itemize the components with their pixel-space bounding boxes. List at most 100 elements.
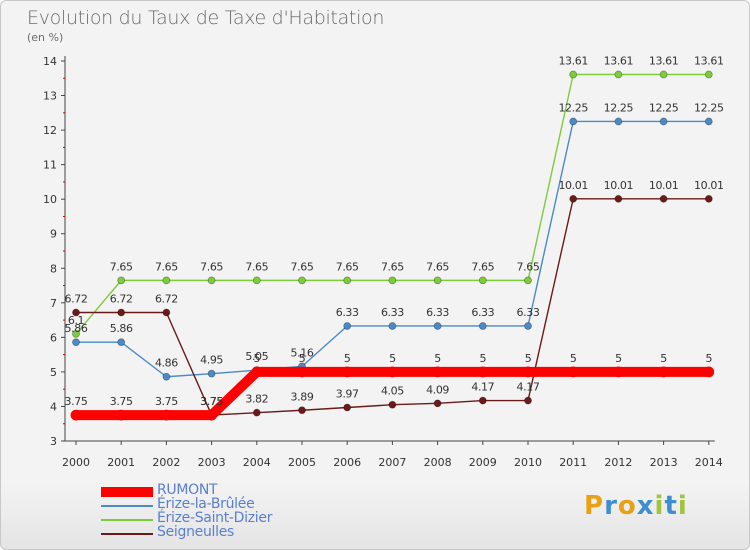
data-label: 7.65 [155, 260, 178, 273]
legend-swatch [101, 519, 153, 521]
data-point [658, 366, 669, 378]
y-tick-label: 3 [50, 435, 57, 448]
data-label: 6.33 [381, 306, 404, 319]
data-point [614, 70, 623, 79]
data-point [478, 396, 487, 405]
y-tick-label: 11 [43, 159, 57, 172]
data-point [343, 276, 352, 285]
data-label: 3.89 [291, 390, 314, 403]
y-tick-label: 12 [43, 124, 57, 137]
data-label: 5 [615, 352, 622, 365]
legend-label: Seigneulles [157, 524, 235, 540]
data-label: 6.33 [471, 306, 494, 319]
data-point [704, 194, 713, 203]
data-point [252, 408, 261, 417]
data-point [388, 400, 397, 409]
data-label: 5 [525, 352, 532, 365]
data-point [207, 276, 216, 285]
data-point [70, 409, 82, 421]
data-label: 4.17 [471, 381, 494, 394]
data-point [613, 366, 624, 378]
data-label: 5 [434, 352, 441, 365]
data-label: 12.25 [604, 101, 634, 114]
data-label: 7.65 [517, 260, 540, 273]
x-tick-label: 2003 [198, 456, 226, 469]
data-label: 7.65 [381, 260, 404, 273]
data-label: 6.33 [517, 306, 540, 319]
data-point [207, 369, 216, 378]
data-point [72, 308, 80, 317]
y-tick-label: 14 [43, 55, 57, 68]
data-point [524, 396, 532, 405]
x-tick-label: 2000 [62, 456, 90, 469]
data-point [251, 366, 263, 378]
data-point [477, 366, 489, 378]
proxiti-logo: Proxiti [584, 491, 688, 521]
y-tick-label: 5 [50, 366, 57, 379]
data-point [433, 399, 442, 408]
data-label: 5 [570, 352, 577, 365]
data-point [478, 276, 487, 285]
data-label: 5 [344, 352, 351, 365]
data-label: 12.25 [558, 101, 588, 114]
data-point [162, 276, 171, 285]
data-point [524, 322, 532, 330]
data-label: 7.65 [110, 260, 133, 273]
data-label: 13.61 [649, 54, 679, 67]
data-label: 3.75 [65, 395, 88, 408]
data-label: 5 [479, 352, 486, 365]
data-point [388, 322, 397, 330]
data-point [569, 194, 578, 203]
data-point [72, 330, 80, 338]
data-label: 5.86 [65, 322, 88, 335]
data-point [298, 276, 306, 285]
chart-title: Evolution du Taux de Taxe d'Habitation [27, 7, 385, 29]
data-label: 5 [253, 352, 260, 365]
data-label: 3.82 [245, 393, 268, 406]
y-tick-label: 8 [50, 262, 57, 275]
data-label: 7.65 [200, 260, 223, 273]
y-tick-label: 9 [50, 228, 57, 241]
data-label: 5 [389, 352, 396, 365]
legend-swatch [101, 487, 153, 497]
data-label: 7.65 [291, 260, 314, 273]
data-point [160, 409, 172, 421]
legend-swatch [101, 505, 153, 507]
data-label: 13.61 [694, 54, 724, 67]
y-tick-label: 6 [50, 331, 57, 344]
data-point [524, 276, 532, 285]
data-label: 7.65 [426, 260, 449, 273]
legend-label: RUMONT [157, 482, 218, 498]
data-point [115, 409, 127, 421]
x-tick-label: 2006 [333, 456, 361, 469]
data-point [117, 276, 126, 285]
x-tick-label: 2005 [288, 456, 316, 469]
data-point [72, 338, 80, 347]
data-label: 4.17 [517, 381, 540, 394]
data-point [567, 366, 579, 378]
data-label: 3.75 [155, 395, 178, 408]
x-tick-label: 2007 [378, 456, 406, 469]
data-point [386, 366, 398, 378]
logo-letter: r [604, 491, 618, 521]
legend-label: Érize-la-Brûlée [157, 496, 255, 512]
logo-letter: i [654, 491, 665, 521]
x-tick-label: 2012 [604, 456, 632, 469]
y-tick-label: 4 [50, 400, 57, 413]
data-label: 12.25 [649, 101, 679, 114]
data-label: 6.33 [426, 306, 449, 319]
data-label: 10.01 [694, 179, 724, 192]
logo-letter: i [677, 491, 688, 521]
data-point [659, 117, 668, 126]
data-point [388, 276, 397, 285]
data-label: 6.33 [336, 306, 359, 319]
legend-item: Érize-la-Brûlée [101, 496, 301, 513]
data-label: 10.01 [558, 179, 588, 192]
logo-letter: t [664, 491, 678, 521]
data-label: 3.75 [200, 395, 223, 408]
x-tick-label: 2010 [514, 456, 542, 469]
x-tick-label: 2002 [152, 456, 180, 469]
x-tick-label: 2011 [559, 456, 587, 469]
